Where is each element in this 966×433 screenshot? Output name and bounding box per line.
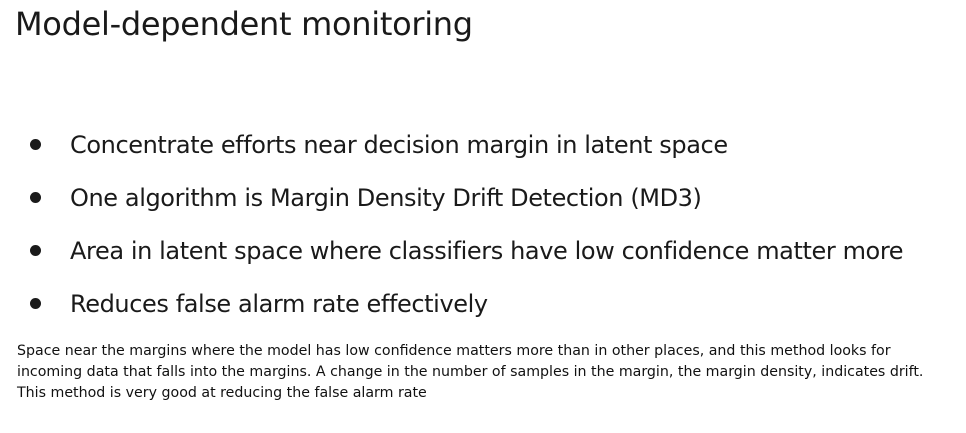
explanatory-note: Space near the margins where the model h…	[17, 343, 924, 401]
slide-title: Model-dependent monitoring	[15, 5, 473, 43]
bullet-dot-icon	[30, 139, 41, 150]
bullet-item: Area in latent space where classifiers h…	[30, 224, 904, 277]
bullet-text: Area in latent space where classifiers h…	[70, 236, 904, 265]
bullet-dot-icon	[30, 298, 41, 309]
bullet-dot-icon	[30, 192, 41, 203]
bullet-text: Concentrate efforts near decision margin…	[70, 130, 728, 159]
bullet-item: One algorithm is Margin Density Drift De…	[30, 171, 903, 224]
bullet-item: Reduces false alarm rate effectively	[30, 277, 903, 330]
bullet-text: Reduces false alarm rate effectively	[70, 289, 488, 318]
bullet-item: Concentrate efforts near decision margin…	[30, 118, 903, 171]
bullet-list: Concentrate efforts near decision margin…	[30, 118, 904, 330]
bullet-text: One algorithm is Margin Density Drift De…	[70, 183, 702, 212]
bullet-dot-icon	[30, 245, 41, 256]
